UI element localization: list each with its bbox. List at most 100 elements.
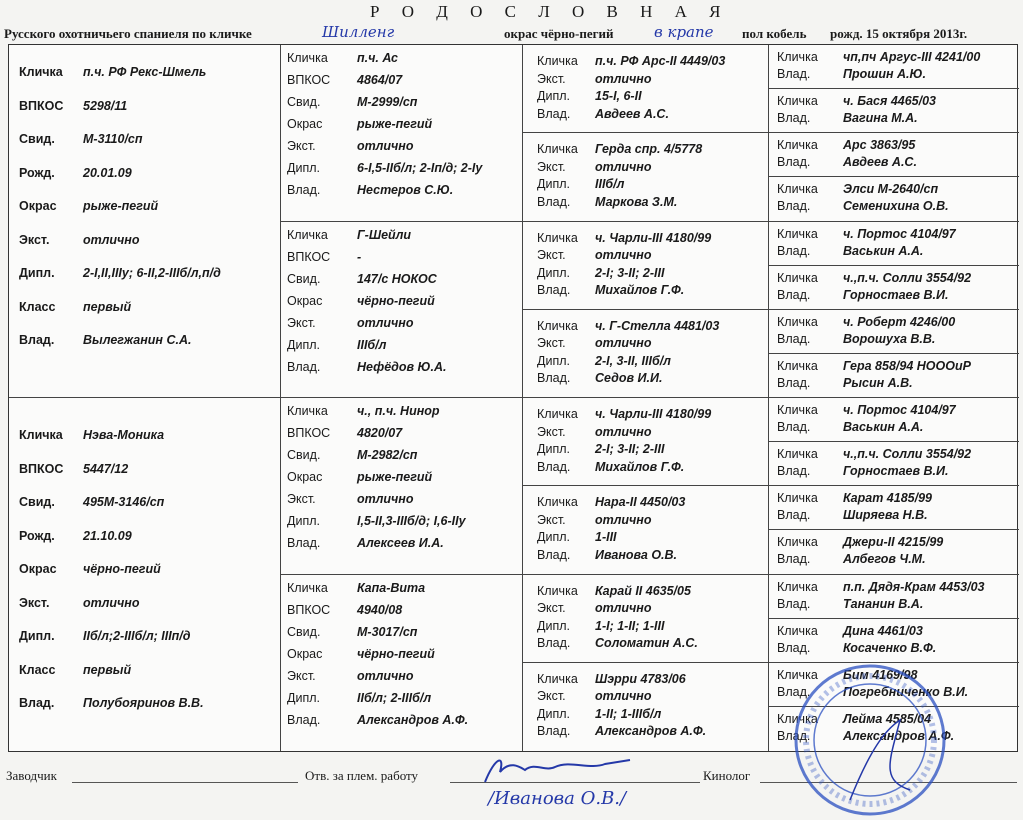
field-label: Свид. (19, 132, 55, 146)
great-great-grandparent-cell: Кличка ч. Роберт 4246/00 Влад. Ворошуха В.В… (769, 310, 1019, 354)
field-row: Кличка ч. Г-Стелла 4481/03 (537, 319, 768, 337)
field-row: Влад. Прошин А.Ю. (777, 67, 1019, 84)
great-grandparent-cell: Кличка Герда спр. 4/5778 Экст. отлично Дипл.… (523, 133, 769, 222)
field-row: Влад. Алексеев И.А. (287, 536, 522, 558)
field-label: Кличка (777, 94, 818, 109)
field-row: Кличка Бим 4169/98 (777, 668, 1019, 685)
field-row: Влад. Иванова О.В. (537, 548, 768, 566)
field-label: Экст. (537, 71, 566, 86)
field-value: 147/с НОКОС (357, 271, 437, 286)
field-label: Свид. (287, 95, 321, 109)
field-value: Полубояринов В.В. (83, 696, 204, 710)
field-value: Капа-Вита (357, 580, 426, 595)
field-label: Свид. (287, 271, 321, 286)
field-label: Влад. (777, 375, 811, 390)
field-row: Влад. Авдеев А.С. (777, 155, 1019, 172)
great-great-grandparent-cell: Кличка ч.,п.ч. Солли 3554/92 Влад. Горноста… (769, 442, 1019, 487)
field-row: Кличка Карай II 4635/05 (537, 584, 768, 602)
field-value: IIб/л;2-IIIб/л; IIIп/д (83, 629, 191, 643)
field-label: Свид. (287, 624, 321, 639)
dog-name-handwritten: Шилленг (322, 23, 395, 41)
great-great-grandparent-cell: Кличка Дина 4461/03 Влад. Косаченко В.Ф. (769, 619, 1019, 663)
field-value: 1-II; 1-IIIб/л (595, 706, 662, 721)
field-value: IIIб/л (595, 177, 625, 192)
field-value: Васькин А.А. (843, 243, 924, 258)
field-row: Экст. отлично (537, 248, 768, 266)
field-row: Экст. отлично (287, 669, 522, 691)
field-value: ч. Бася 4465/03 (843, 94, 937, 109)
grandparent-cell: Кличка ч., п.ч. Нинор ВПКОС 4820/07 Свид. М-2… (281, 398, 523, 575)
field-row: Кличка ч.,п.ч. Солли 3554/92 (777, 271, 1019, 288)
field-label: Дипл. (537, 353, 570, 368)
field-value: Александров А.Ф. (357, 712, 469, 727)
field-row: Кличка ч. Чарли-III 4180/99 (537, 407, 768, 425)
field-value: Михайлов Г.Ф. (595, 283, 685, 297)
field-label: Влад. (777, 331, 811, 346)
great-great-grandparent-cell: Кличка Карат 4185/99 Влад. Ширяева Н.В. (769, 486, 1019, 531)
field-value: Прошин А.Ю. (843, 67, 927, 81)
field-row: Окрас рыже-пегий (19, 199, 280, 233)
sex-label: пол кобель (742, 26, 807, 41)
field-row: Дипл. IIIб/л (287, 338, 522, 360)
field-label: Дипл. (19, 629, 55, 643)
breeding-resp-signature-line (450, 782, 700, 783)
field-value: п.ч. Ас (357, 51, 399, 65)
field-value: отлично (595, 248, 652, 262)
field-label: Кличка (287, 580, 328, 595)
field-row: Класс первый (19, 663, 280, 697)
field-value: отлично (357, 668, 414, 683)
field-label: Кличка (287, 51, 328, 65)
field-value: 5298/11 (83, 98, 128, 113)
field-label: Кличка (777, 579, 818, 594)
field-row: Дипл. 2-I, 3-II, IIIб/л (537, 354, 768, 372)
great-great-grandparent-cell: Кличка ч. Бася 4465/03 Влад. Вагина М.А. (769, 89, 1019, 134)
field-value: Герда спр. 4/5778 (595, 142, 703, 157)
field-label: Окрас (19, 199, 57, 213)
breeder-label: Заводчик (6, 768, 57, 783)
field-value: Ширяева Н.В. (843, 508, 928, 523)
field-label: Экст. (537, 601, 566, 615)
field-value: чп,пч Аргус-III 4241/00 (843, 50, 981, 64)
field-value: Горностаев В.И. (843, 464, 949, 479)
field-value: Вылегжанин С.А. (83, 333, 192, 347)
field-label: Дипл. (537, 442, 570, 456)
field-label: Экст. (287, 139, 316, 153)
field-row: Экст. отлично (537, 601, 768, 619)
field-value: 2-I; 3-II; 2-III (595, 442, 665, 456)
field-row: Окрас рыже-пегий (287, 117, 522, 139)
field-value: чёрно-пегий (357, 293, 435, 308)
field-row: Кличка Дина 4461/03 (777, 624, 1019, 641)
field-value: Джери-II 4215/99 (843, 535, 944, 550)
great-great-grandparent-cell: Кличка Бим 4169/98 Влад. Погребниченко В.И. (769, 663, 1019, 707)
field-row: ВПКОС 4820/07 (287, 426, 522, 448)
field-label: ВПКОС (287, 426, 331, 440)
field-row: Дипл. 1-III (537, 530, 768, 548)
breed-label: Русского охотничьего спаниеля по кличке (4, 26, 252, 41)
field-value: отлично (595, 159, 652, 174)
field-row: Кличка п.ч. РФ Рекс-Шмель (19, 65, 280, 99)
great-grandparent-cell: Кличка Нара-II 4450/03 Экст. отлично Дипл. 1-… (523, 486, 769, 575)
field-value: отлично (595, 512, 652, 527)
field-value: 1-I; 1-II; 1-III (595, 618, 665, 633)
field-value: 6-I,5-IIб/л; 2-Iп/д; 2-Iу (357, 161, 483, 175)
field-row: Дипл. 2-I,II,IIIу; 6-II,2-IIIб/л,п/д (19, 266, 280, 300)
field-row: Свид. М-2999/сп (287, 95, 522, 117)
field-value: п.п. Дядя-Крам 4453/03 (843, 579, 985, 594)
field-row: Влад. Ширяева Н.В. (777, 508, 1019, 525)
field-row: Рожд. 20.01.09 (19, 166, 280, 200)
field-label: Кличка (287, 227, 328, 242)
great-great-grandparent-cell: Кличка чп,пч Аргус-III 4241/00 Влад. Прошин… (769, 45, 1019, 90)
field-row: Кличка Лейма 4585/04 (777, 712, 1019, 729)
field-label: Экст. (537, 159, 566, 174)
field-label: Кличка (19, 428, 63, 442)
field-label: Кличка (777, 50, 818, 64)
field-label: Влад. (537, 371, 571, 386)
field-label: Кличка (777, 314, 818, 329)
field-row: Влад. Горностаев В.И. (777, 288, 1019, 305)
field-value: Вагина М.А. (843, 111, 918, 126)
field-row: Влад. Горностаев В.И. (777, 464, 1019, 481)
grandparent-cell: Кличка Г-Шейли ВПКОС - Свид. 147/с НОКОС Окра… (281, 221, 523, 398)
field-label: Экст. (537, 248, 566, 262)
field-row: ВПКОС 5447/12 (19, 462, 280, 496)
field-row: Влад. Нефёдов Ю.А. (287, 360, 522, 382)
